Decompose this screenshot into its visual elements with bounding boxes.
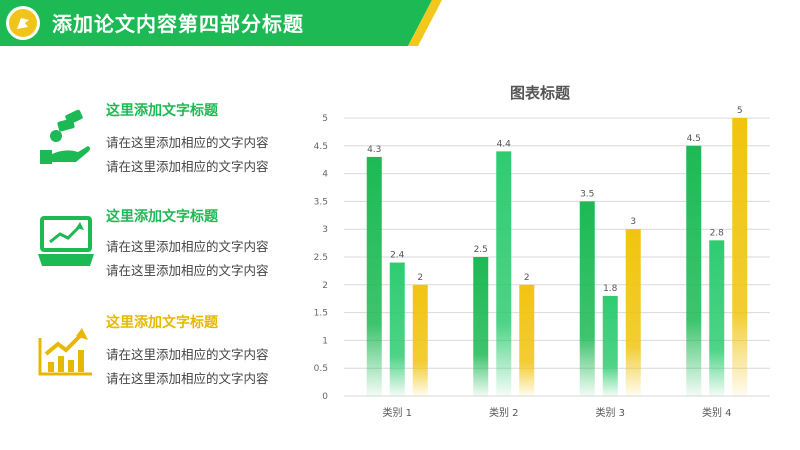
item-text: 请在这里添加相应的文字内容 <box>106 347 269 362</box>
x-tick-label: 类别 3 <box>595 406 625 419</box>
item-title: 这里添加文字标题 <box>106 315 218 331</box>
chart-title: 图表标题 <box>509 84 570 102</box>
y-tick-label: 0.5 <box>314 364 328 374</box>
bar-growth-icon <box>36 318 96 378</box>
y-tick-label: 4 <box>322 170 328 180</box>
item-text: 请在这里添加相应的文字内容 <box>106 263 269 278</box>
feature-item-3: 这里添加文字标题 请在这里添加相应的文字内容 请在这里添加相应的文字内容 <box>36 312 296 398</box>
data-label: 2 <box>417 273 423 283</box>
bar <box>366 156 382 396</box>
data-label: 2.8 <box>710 228 725 238</box>
bar <box>686 145 702 396</box>
money-hand-icon <box>36 106 96 166</box>
bar <box>389 262 405 396</box>
x-tick-label: 类别 4 <box>702 406 732 419</box>
item-title: 这里添加文字标题 <box>106 209 218 225</box>
item-text: 请在这里添加相应的文字内容 <box>106 135 269 150</box>
feature-item-2: 这里添加文字标题 请在这里添加相应的文字内容 请在这里添加相应的文字内容 <box>36 206 296 292</box>
x-tick-label: 类别 1 <box>382 406 412 419</box>
bar <box>732 118 748 396</box>
y-tick-label: 2 <box>322 281 328 291</box>
bar <box>709 240 725 396</box>
data-label: 3.5 <box>580 189 594 199</box>
logo <box>6 6 40 40</box>
page-title: 添加论文内容第四部分标题 <box>52 12 304 36</box>
data-label: 4.5 <box>687 134 701 144</box>
bar-chart: 图表标题 0 0.5 1 1.5 2 2.5 3 3.5 4 4.5 5 4.3 2.4 2 类别 1 2.5… <box>300 70 800 450</box>
y-tick-label: 3 <box>322 225 328 235</box>
y-tick-label: 1.5 <box>314 309 328 319</box>
y-tick-label: 5 <box>322 114 328 124</box>
flag-logo-icon <box>9 9 37 37</box>
y-tick-label: 3.5 <box>314 197 328 207</box>
data-label: 4.3 <box>367 145 381 155</box>
header-bar <box>0 0 432 46</box>
data-label: 4.4 <box>497 139 512 149</box>
bar <box>412 284 428 396</box>
x-tick-label: 类别 2 <box>489 406 519 419</box>
y-tick-label: 1 <box>322 336 328 346</box>
bar <box>579 201 595 396</box>
data-label: 1.8 <box>603 284 618 294</box>
item-text: 请在这里添加相应的文字内容 <box>106 159 269 174</box>
feature-item-1: 这里添加文字标题 请在这里添加相应的文字内容 请在这里添加相应的文字内容 <box>36 100 296 186</box>
data-label: 2.5 <box>474 245 488 255</box>
data-label: 5 <box>737 106 743 116</box>
bar <box>519 284 535 396</box>
data-label: 3 <box>630 217 636 227</box>
bar <box>602 295 618 396</box>
bar <box>625 229 641 396</box>
y-tick-label: 4.5 <box>314 142 328 152</box>
item-title: 这里添加文字标题 <box>106 103 218 119</box>
y-tick-label: 2.5 <box>314 253 328 263</box>
data-label: 2 <box>524 273 530 283</box>
item-text: 请在这里添加相应的文字内容 <box>106 371 269 386</box>
bar <box>496 151 512 396</box>
laptop-chart-icon <box>36 212 96 272</box>
y-tick-label: 0 <box>322 392 328 402</box>
chart-canvas: 0 0.5 1 1.5 2 2.5 3 3.5 4 4.5 5 4.3 2.4 2 类别 1 2.5 4.4 2 类… <box>314 106 770 419</box>
header: 添加论文内容第四部分标题 <box>0 0 800 46</box>
item-text: 请在这里添加相应的文字内容 <box>106 239 269 254</box>
bar <box>473 257 489 396</box>
data-label: 2.4 <box>390 251 405 261</box>
